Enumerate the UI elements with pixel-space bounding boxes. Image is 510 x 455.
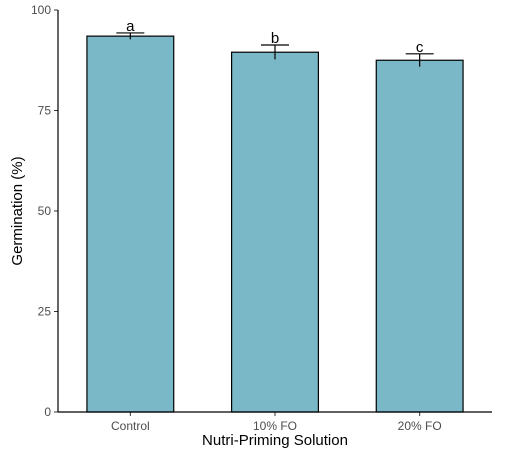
significance-label-0: a [126,18,135,35]
y-tick-label-0: 0 [44,405,51,419]
y-tick-label-3: 75 [38,104,52,118]
x-tick-label-0: Control [111,419,150,433]
x-tick-label-2: 20% FO [398,419,442,433]
bar-0 [86,35,175,413]
y-tick-label-4: 100 [31,3,51,17]
plot-area: a Control b 10% FO c 20% FO 0 25 50 75 100 [31,3,492,433]
y-tick-label-2: 50 [38,204,52,218]
significance-label-1: b [271,30,279,47]
bar-1 [231,51,320,413]
bar-2 [375,59,464,413]
significance-label-2: c [416,39,424,56]
x-tick-label-1: 10% FO [253,419,297,433]
y-tick-label-1: 25 [38,305,52,319]
y-axis-title: Germination (%) [9,156,26,265]
x-axis-title: Nutri-Priming Solution [202,432,348,449]
